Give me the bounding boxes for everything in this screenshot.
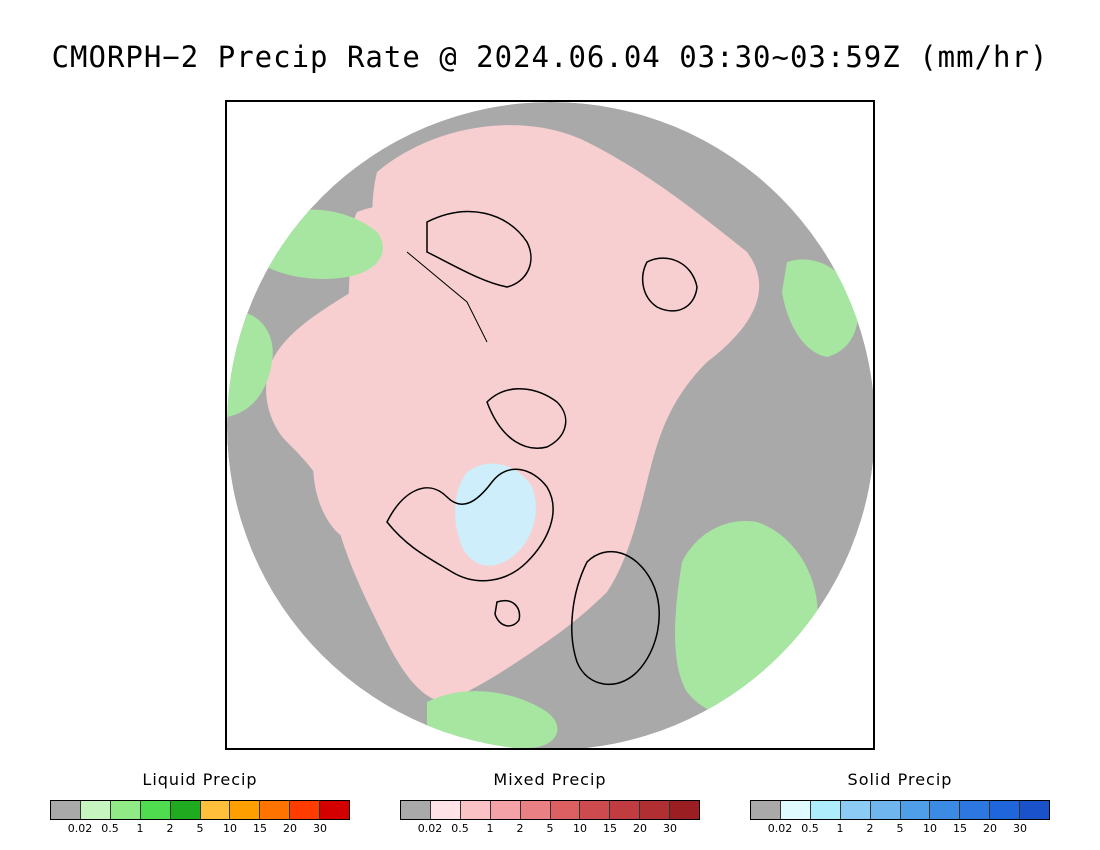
legend-tick-label: 20	[283, 822, 297, 835]
legend-tick-label: 5	[896, 822, 904, 835]
legend-tick-label: 0.5	[451, 822, 469, 835]
legend-tick-label: 15	[253, 822, 267, 835]
legend-tick-label: 10	[573, 822, 587, 835]
eastasia-liquid-precip	[782, 259, 858, 357]
legend-tick-label: 30	[313, 822, 327, 835]
legend-swatch	[260, 801, 291, 819]
legend-tick-labels: 0.02 0.5 1 2 5 10 15 20 30	[50, 822, 350, 838]
legend-swatch	[810, 801, 841, 819]
legend-mixed-precip: Mixed Precip 0.02 0.5 1 2 5 10 15 20 30	[400, 770, 700, 840]
legend-swatch	[580, 801, 611, 819]
legend-swatch	[640, 801, 671, 819]
coastline	[494, 600, 521, 627]
legend-swatch	[960, 801, 991, 819]
europe-liquid-precip	[427, 691, 558, 748]
legend-colorbar	[400, 800, 700, 820]
legend-tick-label: 5	[196, 822, 204, 835]
legend-swatch	[80, 801, 111, 819]
legend-tick-label: 15	[953, 822, 967, 835]
legend-tick-label: 10	[923, 822, 937, 835]
legend-swatch	[870, 801, 901, 819]
legend-swatch	[430, 801, 461, 819]
legend-swatch	[610, 801, 641, 819]
chart-title: CMORPH−2 Precip Rate @ 2024.06.04 03:30~…	[51, 40, 1049, 74]
legend-title: Solid Precip	[847, 770, 953, 789]
legend-swatch	[780, 801, 811, 819]
legend-tick-label: 20	[633, 822, 647, 835]
legend-tick-label: 15	[603, 822, 617, 835]
legend-colorbar	[750, 800, 1050, 820]
legend-swatch	[460, 801, 491, 819]
legend-swatch	[751, 801, 781, 819]
coastline	[486, 388, 567, 449]
legend-tick-label: 1	[136, 822, 144, 835]
legend-title: Mixed Precip	[493, 770, 607, 789]
legend-swatch	[900, 801, 931, 819]
coastline	[571, 551, 660, 686]
legend-tick-labels: 0.02 0.5 1 2 5 10 15 20 30	[750, 822, 1050, 838]
legend-swatch	[320, 801, 350, 819]
legend-tick-label: 5	[546, 822, 554, 835]
coastline	[426, 210, 532, 288]
legend-swatch	[520, 801, 551, 819]
legend-liquid-precip: Liquid Precip 0.02 0.5 1 2 5 10 15 20 30	[50, 770, 350, 840]
coastline	[641, 257, 698, 312]
canada-liquid-precip	[267, 209, 383, 279]
polar-map	[225, 100, 875, 750]
greenland-solid-precip	[455, 463, 536, 566]
legend-swatch	[990, 801, 1021, 819]
legend-tick-label: 30	[663, 822, 677, 835]
legend-swatch	[490, 801, 521, 819]
legend-swatch	[550, 801, 581, 819]
legend-tick-label: 0.5	[101, 822, 119, 835]
legend-solid-precip: Solid Precip 0.02 0.5 1 2 5 10 15 20 30	[750, 770, 1050, 840]
legend-tick-label: 2	[866, 822, 874, 835]
coastline	[386, 468, 554, 582]
legend-swatch	[290, 801, 321, 819]
legend-swatch	[110, 801, 141, 819]
legend-tick-label: 20	[983, 822, 997, 835]
legend-swatch	[140, 801, 171, 819]
legend-tick-label: 1	[836, 822, 844, 835]
legend-tick-label: 10	[223, 822, 237, 835]
legend-tick-label: 0.02	[67, 822, 93, 835]
legend-tick-labels: 0.02 0.5 1 2 5 10 15 20 30	[400, 822, 700, 838]
legend-swatch	[670, 801, 700, 819]
legend-swatch	[51, 801, 81, 819]
legend-swatch	[200, 801, 231, 819]
legend-swatch	[170, 801, 201, 819]
polar-map-canvas	[227, 102, 873, 748]
legend-tick-label: 0.5	[801, 822, 819, 835]
legend-tick-label: 0.02	[767, 822, 793, 835]
legend-tick-label: 30	[1013, 822, 1027, 835]
legend-swatch	[1020, 801, 1050, 819]
country-border	[406, 251, 488, 343]
legend-swatch	[930, 801, 961, 819]
legend-tick-label: 2	[166, 822, 174, 835]
legend-colorbar	[50, 800, 350, 820]
arctic-mixed-precip-2	[313, 205, 488, 543]
legend-tick-label: 1	[486, 822, 494, 835]
legend-tick-label: 2	[516, 822, 524, 835]
legend-swatch	[230, 801, 261, 819]
legend-swatch	[840, 801, 871, 819]
legend-title: Liquid Precip	[142, 770, 258, 789]
legend-swatch	[401, 801, 431, 819]
legend-tick-label: 0.02	[417, 822, 443, 835]
